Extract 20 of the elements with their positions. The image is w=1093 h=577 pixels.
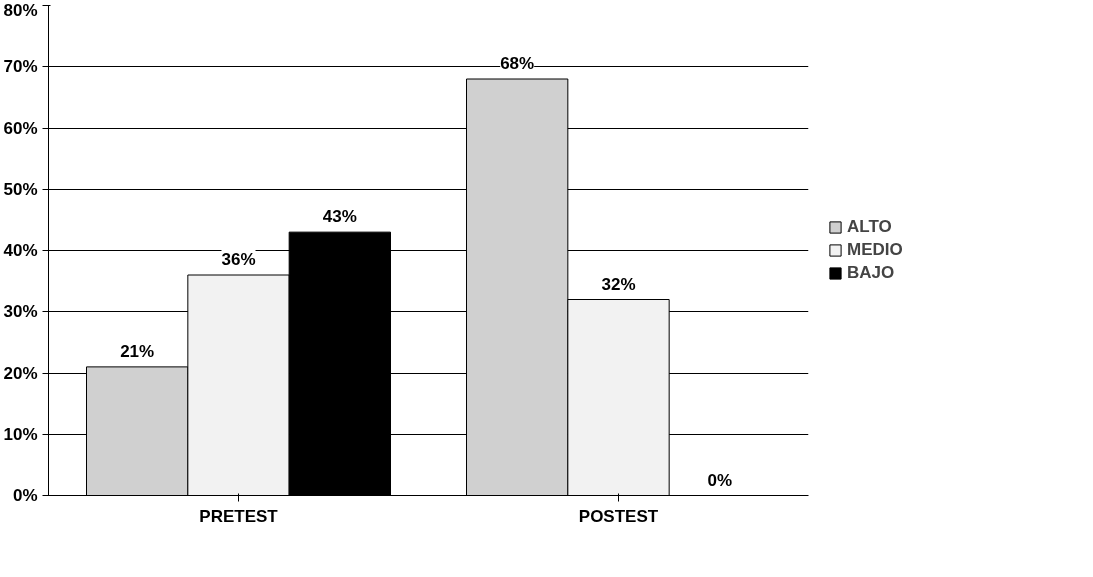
y-tick-label: 40% [3, 241, 38, 260]
legend-label: MEDIO [847, 240, 903, 260]
y-tick-label: 20% [3, 363, 38, 383]
data-label: 36% [221, 250, 256, 269]
y-tick-label: 70% [3, 57, 38, 77]
data-label: 43% [322, 207, 357, 227]
data-label: 21% [120, 341, 155, 361]
y-tick-label: 30% [3, 302, 38, 322]
legend-label: ALTO [847, 217, 892, 237]
y-tick-label: 60% [3, 118, 38, 138]
data-label: 0% [707, 470, 733, 490]
y-tick-label: 50% [3, 179, 38, 199]
legend-label: BAJO [847, 263, 895, 283]
data-label: 68% [500, 54, 535, 73]
x-tick-label: PRETEST [199, 506, 279, 526]
x-tick-label: POSTEST [578, 506, 659, 526]
y-tick-label: 0% [12, 486, 38, 505]
y-tick-label: 10% [3, 424, 38, 444]
data-label: 32% [601, 274, 636, 294]
y-tick-label: 80% [3, 0, 38, 20]
